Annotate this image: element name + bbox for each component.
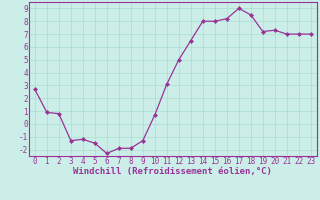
X-axis label: Windchill (Refroidissement éolien,°C): Windchill (Refroidissement éolien,°C) <box>73 167 272 176</box>
